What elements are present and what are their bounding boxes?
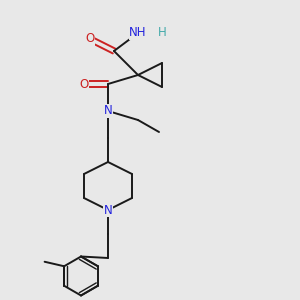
Text: N: N <box>103 104 112 118</box>
Text: O: O <box>85 32 94 46</box>
Text: O: O <box>80 77 88 91</box>
Text: NH: NH <box>129 26 147 40</box>
Text: N: N <box>103 203 112 217</box>
Text: H: H <box>158 26 166 40</box>
